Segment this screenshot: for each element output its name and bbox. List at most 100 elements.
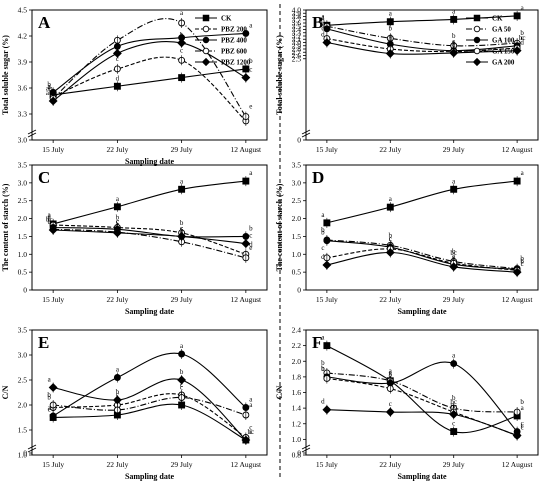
y-tick-label: 3.0 xyxy=(18,136,28,145)
series-ck: a a a a xyxy=(321,169,525,228)
significance-label: b xyxy=(47,216,51,224)
legend-label: GA 200 xyxy=(492,59,515,67)
y-tick-label: 0.5 xyxy=(18,268,28,277)
significance-label: c xyxy=(389,400,392,408)
x-tick-label: 22 July xyxy=(379,460,401,469)
significance-label: b xyxy=(389,371,393,379)
series-line xyxy=(326,361,518,432)
x-tick-label: 22 July xyxy=(106,145,128,154)
y-tick-label: 2.4 xyxy=(292,326,302,335)
series-line xyxy=(52,56,247,122)
panel-letter: B xyxy=(312,13,323,32)
y-tick-label: 1.5 xyxy=(18,426,28,435)
x-tick-label: 15 July xyxy=(42,295,64,304)
y-tick-label: 3.9 xyxy=(292,9,302,18)
x-tick-label: 15 July xyxy=(42,460,64,469)
series-line xyxy=(52,18,247,117)
y-tick-label: 2.5 xyxy=(292,196,302,205)
series-line xyxy=(53,403,247,441)
y-tick-label: 1.0 xyxy=(18,250,28,259)
series-line xyxy=(326,15,518,26)
series-line xyxy=(326,248,518,271)
legend-marker xyxy=(202,36,210,44)
y-tick-label: 3.9 xyxy=(18,58,28,67)
x-axis-title: Sampling date xyxy=(397,307,447,316)
significance-label: a xyxy=(521,404,525,412)
y-tick-label: 2.9 xyxy=(292,41,302,50)
significance-label: a xyxy=(116,366,120,374)
significance-label: d xyxy=(116,74,120,82)
significance-label: b xyxy=(520,398,524,406)
significance-label: a xyxy=(321,211,325,219)
legend-marker xyxy=(201,57,211,67)
significance-label: a xyxy=(48,83,52,91)
significance-label: c xyxy=(48,406,51,414)
y-tick-label: 0 xyxy=(297,286,301,295)
significance-label: b xyxy=(389,375,393,383)
x-tick-label: 12 August xyxy=(502,460,534,469)
legend-marker xyxy=(202,25,210,33)
significance-label: a xyxy=(249,169,253,177)
significance-label: a xyxy=(249,401,253,409)
panel-letter: C xyxy=(38,168,50,187)
y-tick-label: 2.5 xyxy=(18,376,28,385)
significance-label: c xyxy=(521,421,524,429)
significance-label: bc xyxy=(450,398,457,406)
chart-panel-e: E 01.0 1.5 2.0 2.5 3.0 3.5 15 July 22 July 29 Jul… xyxy=(1,326,268,481)
legend-label: PBZ 200 xyxy=(221,26,247,34)
x-tick-label: 22 July xyxy=(106,460,128,469)
series-pbz-1200: c c cc xyxy=(48,218,252,249)
y-tick-label: 4.5 xyxy=(18,6,28,15)
y-tick-label: 0.5 xyxy=(292,268,302,277)
y-tick-label: 1.5 xyxy=(18,232,28,241)
significance-label: c xyxy=(321,25,324,33)
series-ga-50: b b b b xyxy=(321,226,524,274)
series-pbz-200: a c c xyxy=(48,46,250,126)
significance-label: b xyxy=(321,364,325,372)
y-axis-title: C/N xyxy=(275,385,284,399)
significance-label: a xyxy=(48,212,52,220)
significance-label: b xyxy=(520,255,524,263)
x-tick-label: 22 July xyxy=(106,295,128,304)
plot-frame xyxy=(31,9,268,141)
significance-label: a xyxy=(389,10,393,18)
significance-label: c xyxy=(180,384,183,392)
x-tick-label: 12 August xyxy=(502,295,534,304)
significance-label: b xyxy=(47,394,51,402)
significance-label: c xyxy=(521,34,524,42)
series-ck: a a a a xyxy=(48,169,253,229)
x-tick-label: 29 July xyxy=(171,295,193,304)
series-line xyxy=(52,32,246,93)
significance-label: a xyxy=(180,9,184,17)
y-tick-label: 3.3 xyxy=(18,110,28,119)
x-tick-label: 15 July xyxy=(316,295,338,304)
significance-label: b xyxy=(47,80,51,88)
significance-label: e xyxy=(249,244,252,252)
chart-panel-d: D 0 0.5 1.0 1.5 2.0 2.5 3.0 3.5 15 July 22 July 29 … xyxy=(275,161,539,316)
significance-label: a xyxy=(452,352,456,360)
y-tick-label: 2.5 xyxy=(18,196,28,205)
significance-label: d xyxy=(389,35,393,43)
significance-label: c xyxy=(249,66,252,74)
plot-frame xyxy=(31,164,268,291)
y-axis-title: Total soluble sugar (%) xyxy=(1,35,10,115)
y-tick-label: 2.0 xyxy=(292,357,302,366)
y-tick-label: 3.2 xyxy=(292,32,302,41)
series-ck: a d b xyxy=(48,57,253,100)
y-tick-label: 3.1 xyxy=(292,35,302,44)
x-axis-title: Sampling date xyxy=(125,157,175,166)
series-line xyxy=(326,41,518,55)
y-tick-label: 1.5 xyxy=(292,232,302,241)
significance-label: b xyxy=(116,214,120,222)
significance-label: c xyxy=(452,39,455,47)
significance-label: a xyxy=(521,4,525,12)
significance-label: c xyxy=(452,420,455,428)
legend-label: CK xyxy=(221,15,232,23)
y-tick-label: 1.2 xyxy=(292,419,302,428)
y-tick-label: 1.0 xyxy=(292,250,302,259)
series-line xyxy=(326,28,518,52)
significance-label: c xyxy=(249,232,252,240)
legend-marker xyxy=(472,57,482,67)
